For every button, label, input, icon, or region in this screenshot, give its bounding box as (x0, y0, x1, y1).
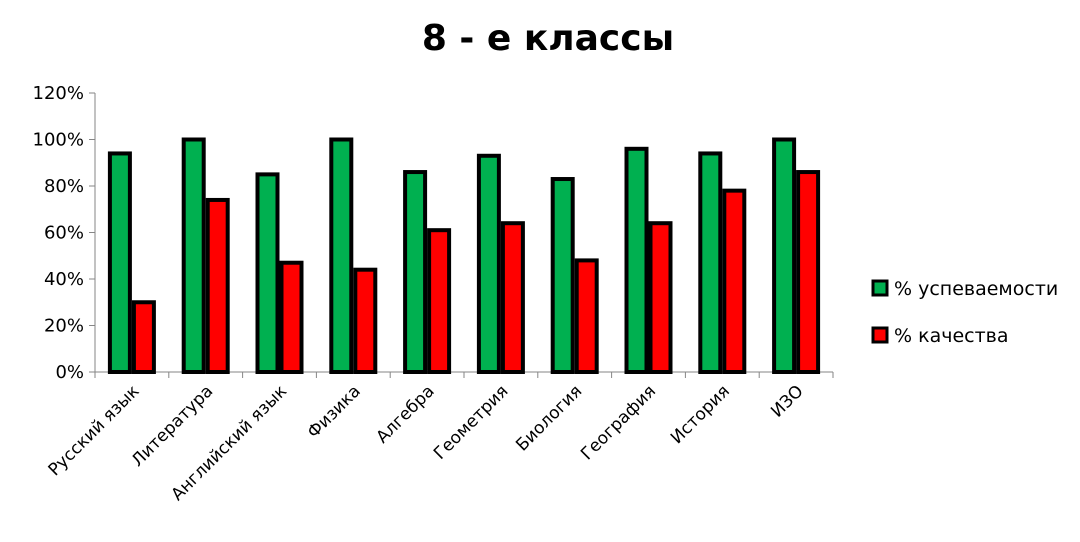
category-label: Биология (512, 381, 586, 455)
legend-swatch (871, 326, 889, 344)
bar-kachestvo (574, 258, 599, 374)
category-label: Алгебра (372, 381, 438, 447)
bar-uspevaemost (698, 151, 723, 374)
y-tick-label: 40% (44, 269, 84, 290)
bar-kachestvo (500, 221, 525, 374)
y-tick-label: 120% (33, 83, 84, 104)
legend-swatch (871, 279, 889, 297)
bar-kachestvo (796, 170, 821, 374)
category-label: История (667, 381, 734, 448)
bar-uspevaemost (181, 137, 206, 374)
bar-uspevaemost (476, 153, 501, 374)
bars (107, 137, 821, 375)
y-tick-label: 60% (44, 223, 84, 244)
category-label: География (577, 381, 660, 464)
category-label: Физика (304, 381, 365, 442)
y-tick-label: 20% (44, 316, 84, 337)
legend: % успеваемости % качества (871, 278, 1058, 347)
bar-uspevaemost (329, 137, 354, 374)
y-tick-label: 0% (55, 362, 84, 383)
bar-kachestvo (131, 300, 156, 374)
category-label: ИЗО (767, 381, 807, 421)
bar-kachestvo (279, 260, 304, 375)
bar-uspevaemost (772, 137, 797, 374)
bar-uspevaemost (550, 177, 575, 374)
y-tick-label: 80% (44, 176, 84, 197)
legend-label: % качества (894, 325, 1008, 347)
y-tick-label: 100% (33, 130, 84, 151)
legend-label: % успеваемости (894, 278, 1058, 300)
bar-kachestvo (427, 228, 452, 374)
bar-uspevaemost (107, 151, 132, 374)
bar-uspevaemost (403, 170, 428, 374)
bar-kachestvo (648, 221, 673, 374)
category-label: Русский язык (45, 381, 144, 480)
bar-uspevaemost (255, 172, 280, 374)
bar-kachestvo (722, 188, 747, 374)
bar-kachestvo (205, 197, 230, 374)
bar-uspevaemost (624, 146, 649, 374)
category-label: Геометрия (430, 381, 512, 463)
chart-title: 8 - е классы (422, 18, 674, 59)
bar-kachestvo (353, 267, 378, 375)
